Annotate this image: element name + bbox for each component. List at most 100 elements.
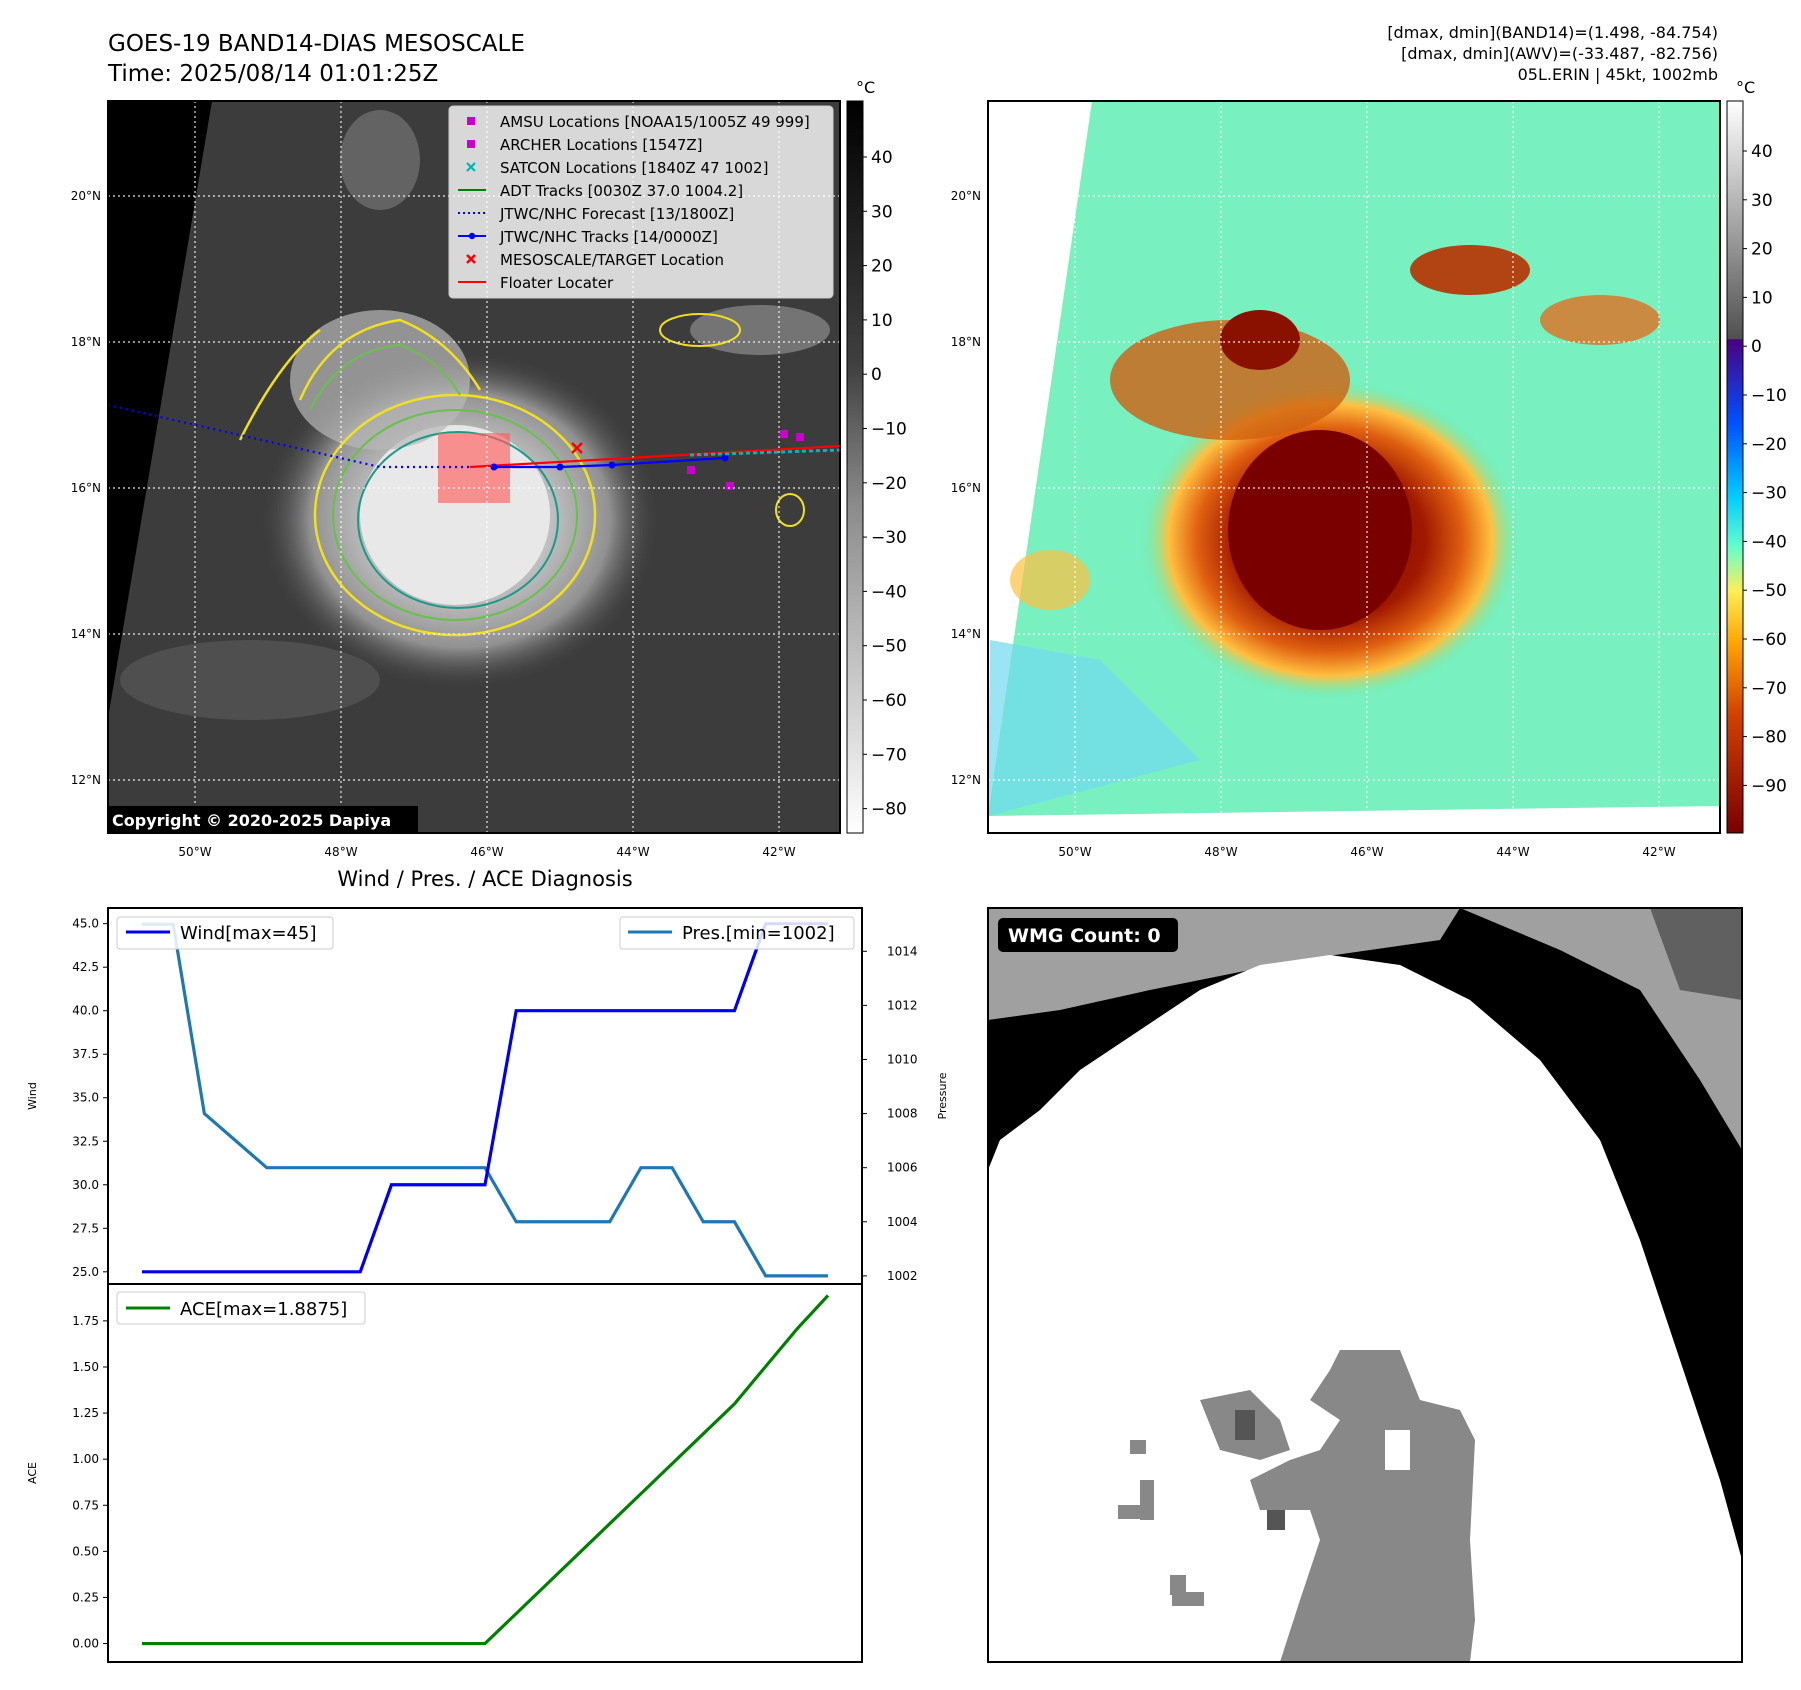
figure-title: GOES-19 BAND14-DIAS MESOSCALE (108, 31, 525, 57)
contour-band-yellow (238, 318, 482, 441)
pressure-line (142, 922, 828, 1278)
pressure-legend-box (619, 916, 855, 950)
contour-yellow (313, 393, 597, 637)
pressure-legend-label: Pres.[min=1002] (682, 923, 835, 944)
legend-amsu-icon (467, 117, 475, 125)
wind-tick-label: 40.0 (72, 1004, 99, 1018)
wind-pressure-lines (142, 922, 828, 1278)
ace-legend-label: ACE[max=1.8875] (180, 1299, 347, 1320)
amsu-marker (726, 482, 734, 490)
awv-dry-air (988, 640, 1200, 816)
wind-line (142, 922, 828, 1274)
nhc-track-point (490, 463, 498, 471)
wind-tick-label: 32.5 (72, 1134, 99, 1148)
colorbar-tick-label: 20 (1751, 240, 1773, 260)
lon-tick: 46°W (470, 845, 503, 859)
colorbar-tick-label: 30 (871, 202, 893, 222)
awv-cell-ne (1410, 245, 1530, 295)
colorbar-tick-label: −80 (871, 800, 907, 820)
wmg-dark-cell (1235, 1410, 1255, 1440)
lat-tick: 12°N (951, 773, 981, 787)
cloud-patch-north (340, 110, 420, 210)
lon-tick: 48°W (324, 845, 357, 859)
colorbar-tick-label: 30 (1751, 191, 1773, 211)
archer-marker (796, 433, 804, 441)
legend-target-icon (466, 254, 476, 264)
lat-tick: 20°N (71, 189, 101, 203)
legend-amsu-label: AMSU Locations [NOAA15/1005Z 49 999] (500, 113, 810, 131)
pressure-tick-label: 1012 (887, 998, 918, 1012)
wmg-dark-cell (1267, 1510, 1285, 1530)
wmg-white-region (988, 955, 1742, 1662)
nhc-track-point (608, 461, 616, 469)
wind-tick-label: 35.0 (72, 1091, 99, 1105)
ace-tick-label: 1.00 (72, 1452, 99, 1466)
ace-tick-label: 0.25 (72, 1590, 99, 1604)
awv-cell-w (1010, 550, 1090, 610)
colorbar-tick-label: 40 (1751, 142, 1773, 162)
colorbar-tick-label: −40 (871, 582, 907, 602)
cloud-streaks-sw (120, 640, 380, 720)
info-band14-range: [dmax, dmin](BAND14)=(1.498, -84.754) (1387, 23, 1718, 42)
lon-tick: 44°W (616, 845, 649, 859)
awv-map-gridlines (988, 101, 1720, 833)
colorbar-tick-label: −70 (871, 745, 907, 765)
copyright-text: Copyright © 2020-2025 Dapiya (112, 811, 391, 830)
wmg-gray-dot (1130, 1440, 1146, 1454)
colorbar-gray-bar (846, 100, 864, 834)
colorbar-tick-label: 40 (871, 148, 893, 168)
colorbar-tick-label: −60 (871, 691, 907, 711)
contour-teal (357, 431, 559, 609)
lat-tick: 18°N (951, 335, 981, 349)
contour-green (332, 409, 578, 621)
ir-map-ticks: 20°N 18°N 16°N 14°N 12°N 50°W 48°W 46°W … (71, 189, 796, 859)
awv-map-panel: 20°N 18°N 16°N 14°N 12°N 50°W 48°W 46°W … (951, 100, 1721, 859)
pressure-tick-label: 1008 (887, 1107, 918, 1121)
lat-tick: 14°N (951, 627, 981, 641)
colorbar-gray: °C 40 30 20 10 0 −10 −20 −30 −40 −50 −60 −70 −80 (846, 78, 907, 834)
lon-tick: 48°W (1204, 845, 1237, 859)
colorbar-color: °C 40 30 20 10 0 −10 −20 −30 −40 −50 −60 −70 −80 −90 (1726, 78, 1787, 834)
awv-cell-e (1540, 295, 1660, 345)
archer-marker (780, 430, 788, 438)
legend-archer-icon (467, 140, 475, 148)
ace-series-line (142, 1294, 830, 1646)
colorbar-tick-label: −20 (1751, 435, 1787, 455)
awv-map-frame (987, 100, 1721, 834)
rainband-north (290, 310, 470, 450)
wmg-gray-dot (1118, 1505, 1144, 1519)
awv-cell (1220, 310, 1300, 370)
wmg-gray-dot (1172, 1592, 1204, 1606)
colorbar-gray-ticks: 40 30 20 10 0 −10 −20 −30 −40 −50 −60 −70 −80 (863, 148, 907, 820)
wind-tick-label: 42.5 (72, 960, 99, 974)
colorbar-tick-label: −30 (1751, 484, 1787, 504)
lat-tick: 16°N (71, 481, 101, 495)
ace-tick-label: 1.75 (72, 1314, 99, 1328)
awv-map-ticks: 20°N 18°N 16°N 14°N 12°N 50°W 48°W 46°W … (951, 189, 1676, 859)
colorbar-color-bar (1726, 100, 1744, 834)
colorbar-tick-label: 10 (1751, 288, 1773, 308)
amsu-marker (687, 466, 695, 474)
legend-satcon-icon (466, 162, 476, 172)
contour-patch-yellow-2 (775, 493, 805, 527)
legend-adt-label: ADT Tracks [0030Z 37.0 1004.2] (500, 182, 743, 200)
colorbar-tick-label: −10 (871, 420, 907, 440)
legend-target-label: MESOSCALE/TARGET Location (500, 251, 724, 269)
lat-tick: 12°N (71, 773, 101, 787)
wmg-count-box (998, 918, 1178, 952)
colorbar-tick-label: 0 (871, 365, 882, 385)
wmg-gray-core (1250, 1350, 1475, 1662)
awv-cold-core (1228, 430, 1412, 630)
wind-tick-label: 37.5 (72, 1047, 99, 1061)
colorbar-gray-unit: °C (856, 78, 875, 97)
wind-pressure-frame (107, 907, 863, 1285)
nhc-track-point (556, 463, 564, 471)
colorbar-tick-label: −80 (1751, 728, 1787, 748)
legend-forecast-label: JTWC/NHC Forecast [13/1800Z] (499, 205, 734, 223)
colorbar-tick-label: 20 (871, 257, 893, 277)
lon-tick: 50°W (1058, 845, 1091, 859)
wind-axis-label: Wind (26, 1082, 39, 1110)
pressure-tick-label: 1004 (887, 1215, 918, 1229)
legend-box (448, 105, 834, 299)
